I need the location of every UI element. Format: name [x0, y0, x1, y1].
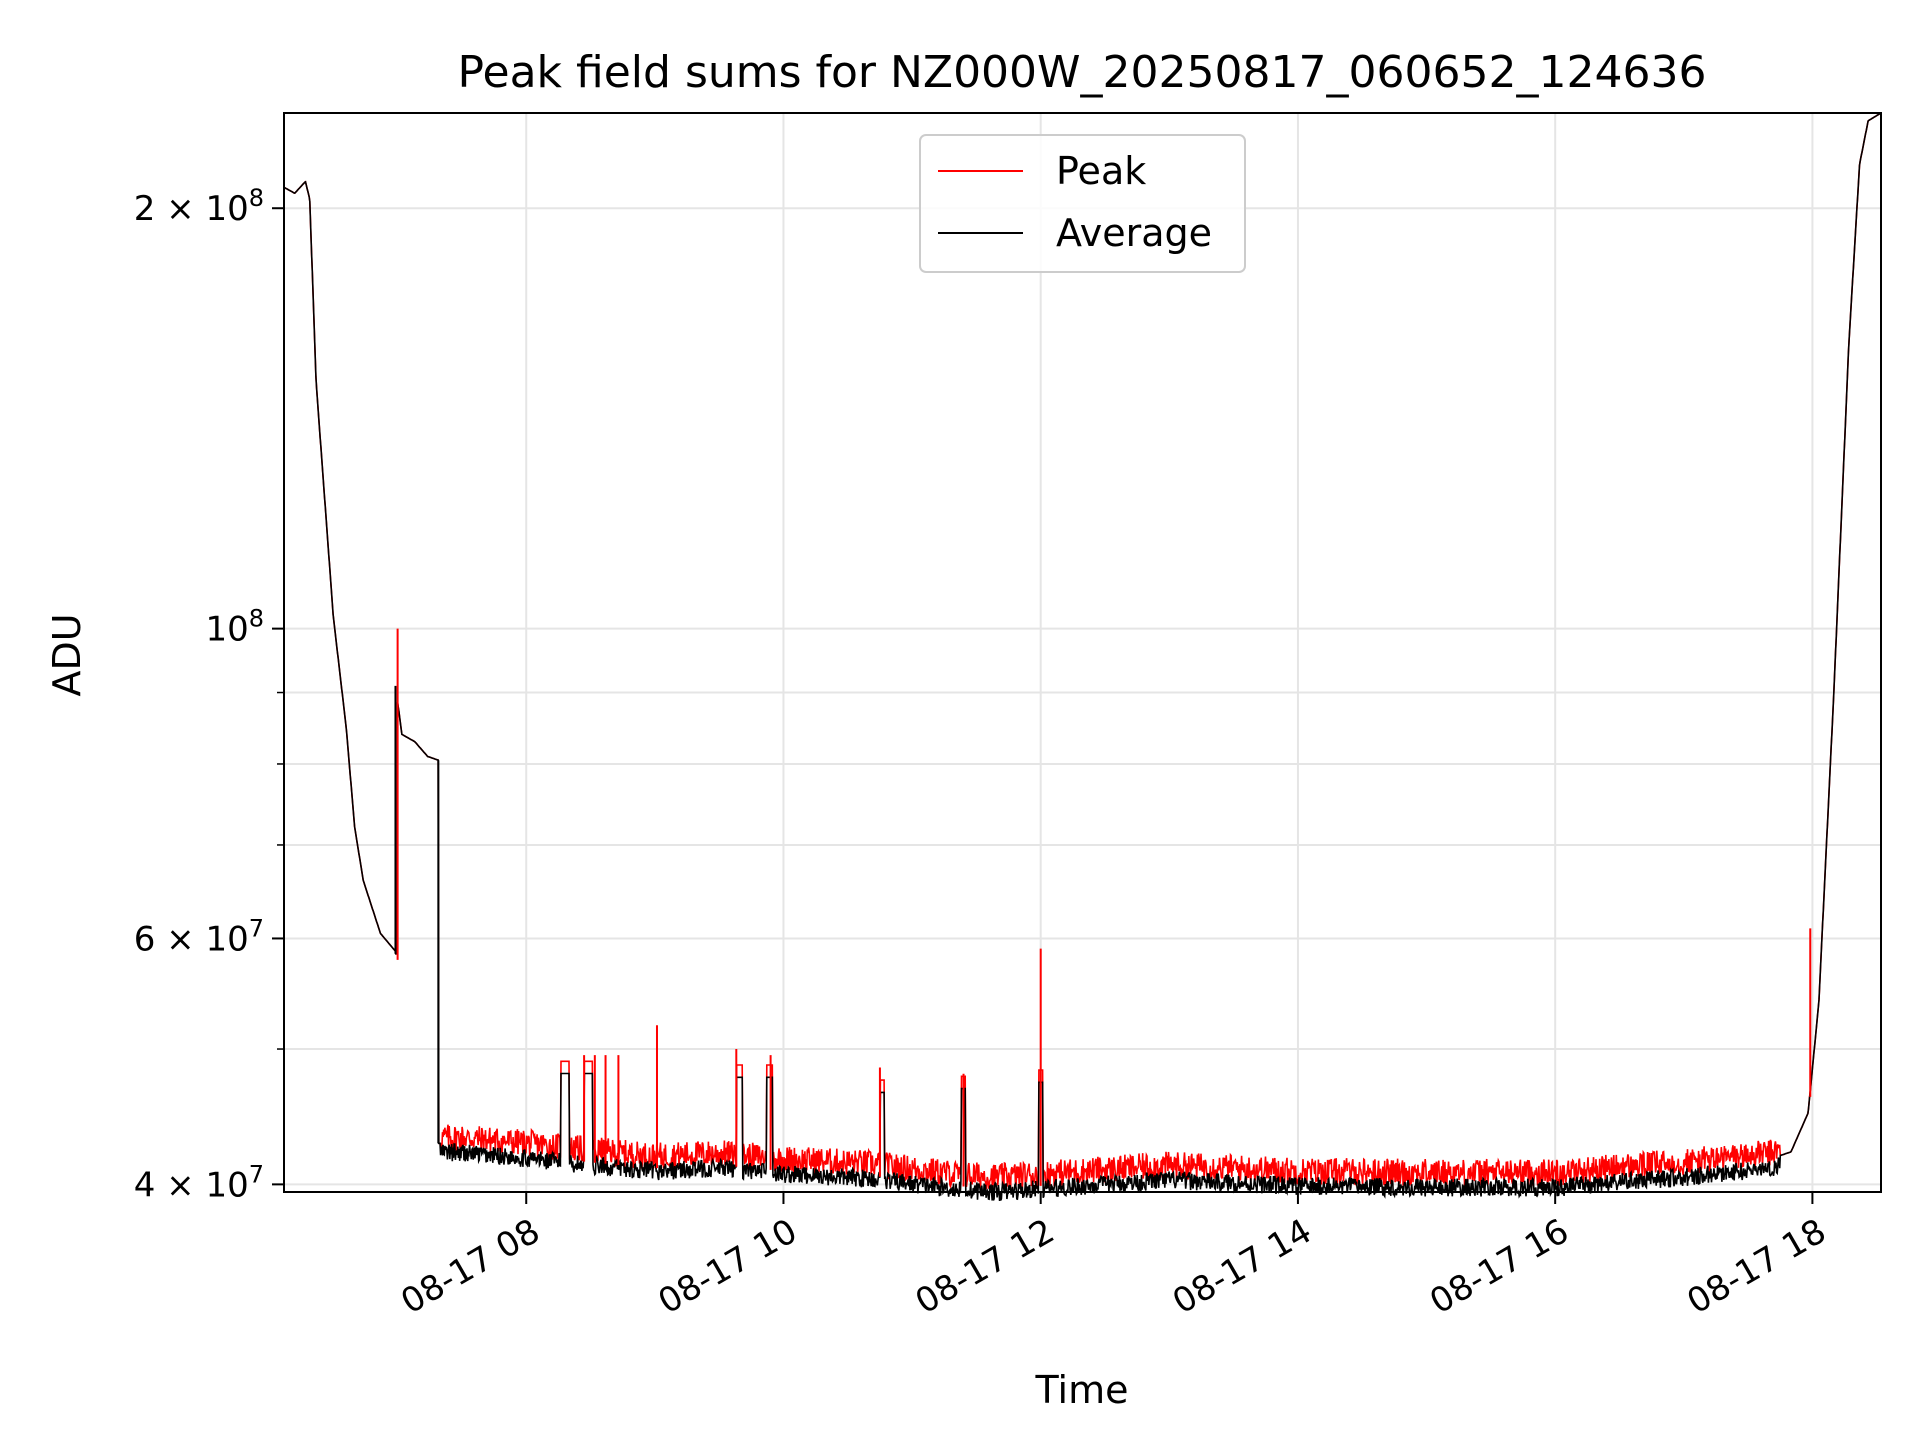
y-tick-label: 4 × 107: [134, 1160, 264, 1205]
y-tick-label: 6 × 107: [134, 914, 264, 959]
chart-title: Peak field sums for NZ000W_20250817_0606…: [458, 47, 1707, 98]
plot-frame: [283, 112, 1882, 1193]
legend-label-average: Average: [1056, 211, 1212, 255]
legend: Peak Average: [919, 134, 1246, 273]
y-axis: 4 × 107 6 × 107 108 2 × 108: [134, 184, 284, 1205]
legend-box: [919, 134, 1246, 273]
x-axis-label: Time: [1035, 1368, 1129, 1412]
series-lines: [283, 112, 1882, 1201]
legend-label-peak: Peak: [1056, 149, 1146, 193]
y-axis-label: ADU: [45, 613, 89, 696]
y-tick-label: 108: [205, 605, 264, 650]
series-line-average: [283, 112, 1882, 1201]
y-tick-label: 2 × 108: [134, 184, 264, 229]
